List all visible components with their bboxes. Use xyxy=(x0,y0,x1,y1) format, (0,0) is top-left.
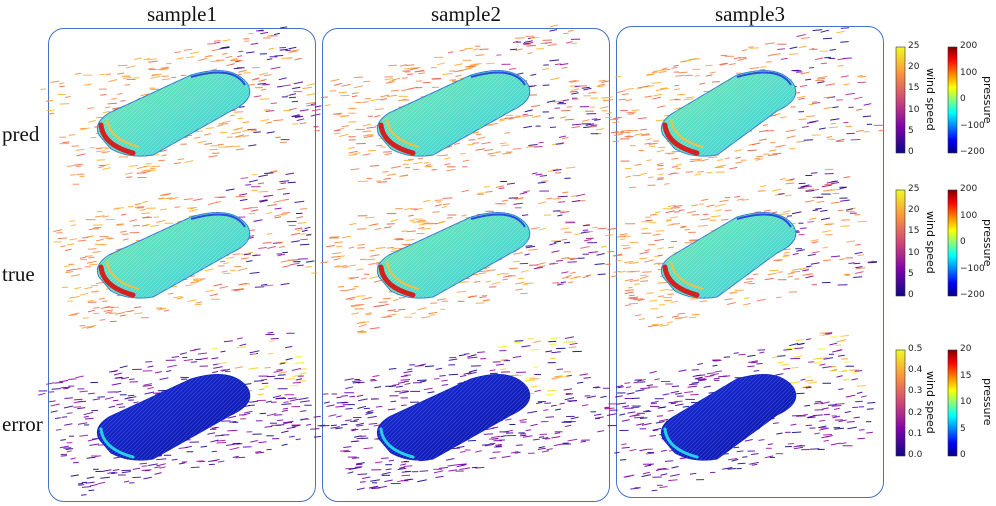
pressure-true-tick: 0 xyxy=(960,237,966,247)
wind-speed-error-tick: 0.1 xyxy=(908,428,923,439)
car-body xyxy=(96,70,251,157)
car-body xyxy=(660,212,797,299)
wind-speed-true-tick: 10 xyxy=(908,247,920,258)
pressure-error-tick: 0 xyxy=(960,450,966,460)
colorbar-title-wind-speed-error: wind speed xyxy=(924,371,937,434)
colorbar-wind-speed-true xyxy=(895,189,906,297)
wind-speed-true-tick: 25 xyxy=(908,184,920,194)
flow-plot-error-sample3 xyxy=(592,332,876,492)
wind-speed-error-tick: 0.0 xyxy=(908,450,923,460)
wind-speed-pred-tick: 10 xyxy=(908,104,920,115)
flow-plot-pred-sample1 xyxy=(40,26,322,185)
car-body xyxy=(660,70,797,157)
pressure-pred-tick: −100 xyxy=(960,120,985,131)
wind-speed-error-tick: 0.5 xyxy=(908,344,923,354)
pressure-error-tick: 5 xyxy=(960,423,966,434)
wind-speed-pred-tick: 0 xyxy=(908,147,914,157)
colorbar-pressure-pred xyxy=(947,46,958,154)
flow-plot-pred-sample2 xyxy=(320,24,605,183)
panel-sample1 xyxy=(48,28,316,502)
car-body xyxy=(376,212,531,299)
wind-speed-error-tick: 0.2 xyxy=(908,407,923,418)
wind-speed-pred-tick: 20 xyxy=(908,62,920,73)
colorbar-wind-speed-pred xyxy=(895,46,906,154)
colorbar-pressure-true xyxy=(947,189,958,297)
colorbar-title-wind-speed-true: wind speed xyxy=(924,211,937,274)
flow-plot-true-sample3 xyxy=(592,168,878,328)
wind-speed-error-tick: 0.4 xyxy=(908,365,923,376)
wind-speed-true-tick: 15 xyxy=(908,226,920,237)
pressure-error-tick: 10 xyxy=(960,397,972,407)
row-label-error: error xyxy=(2,412,43,436)
car-body-error xyxy=(376,374,531,461)
car-body xyxy=(376,70,531,157)
pressure-pred-tick: 200 xyxy=(960,41,978,51)
colorbar-wind-speed-error xyxy=(895,349,906,457)
flow-plot-true-sample2 xyxy=(326,166,606,334)
wind-speed-pred-tick: 15 xyxy=(908,83,920,94)
column-title-sample1: sample1 xyxy=(147,2,217,26)
colorbar-title-wind-speed-pred: wind speed xyxy=(924,68,937,131)
pressure-error-tick: 15 xyxy=(960,370,972,381)
car-body-error xyxy=(96,374,251,461)
panel-sample2 xyxy=(322,28,610,502)
wind-speed-true-tick: 20 xyxy=(908,205,920,216)
pressure-error-tick: 20 xyxy=(960,344,972,354)
colorbar-title-pressure-true: pressure xyxy=(981,219,994,267)
flow-plot-pred-sample3 xyxy=(596,27,884,188)
pressure-true-tick: 100 xyxy=(960,210,978,221)
pressure-true-tick: −200 xyxy=(960,290,985,300)
flow-plot-error-sample1 xyxy=(38,331,330,496)
panel-sample3 xyxy=(616,26,884,498)
colorbar-title-pressure-error: pressure xyxy=(981,378,994,426)
pressure-true-tick: −100 xyxy=(960,263,985,274)
pressure-pred-tick: 0 xyxy=(960,94,966,104)
pressure-pred-tick: −200 xyxy=(960,147,985,157)
wind-speed-true-tick: 5 xyxy=(908,268,914,279)
wind-speed-pred-tick: 25 xyxy=(908,41,920,51)
pressure-pred-tick: 100 xyxy=(960,67,978,78)
column-title-sample3: sample3 xyxy=(715,2,785,26)
wind-speed-error-tick: 0.3 xyxy=(908,386,923,397)
colorbar-pressure-error xyxy=(947,349,958,457)
colorbar-title-pressure-pred: pressure xyxy=(981,76,994,124)
row-label-pred: pred xyxy=(2,122,40,146)
wind-speed-pred-tick: 5 xyxy=(908,125,914,136)
car-body xyxy=(96,212,251,299)
flow-plot-true-sample1 xyxy=(53,170,329,329)
car-body-error xyxy=(660,374,797,461)
wind-speed-true-tick: 0 xyxy=(908,290,914,300)
column-title-sample2: sample2 xyxy=(431,2,501,26)
pressure-true-tick: 200 xyxy=(960,184,978,194)
flow-plot-error-sample2 xyxy=(323,336,604,491)
row-label-true: true xyxy=(2,262,35,286)
